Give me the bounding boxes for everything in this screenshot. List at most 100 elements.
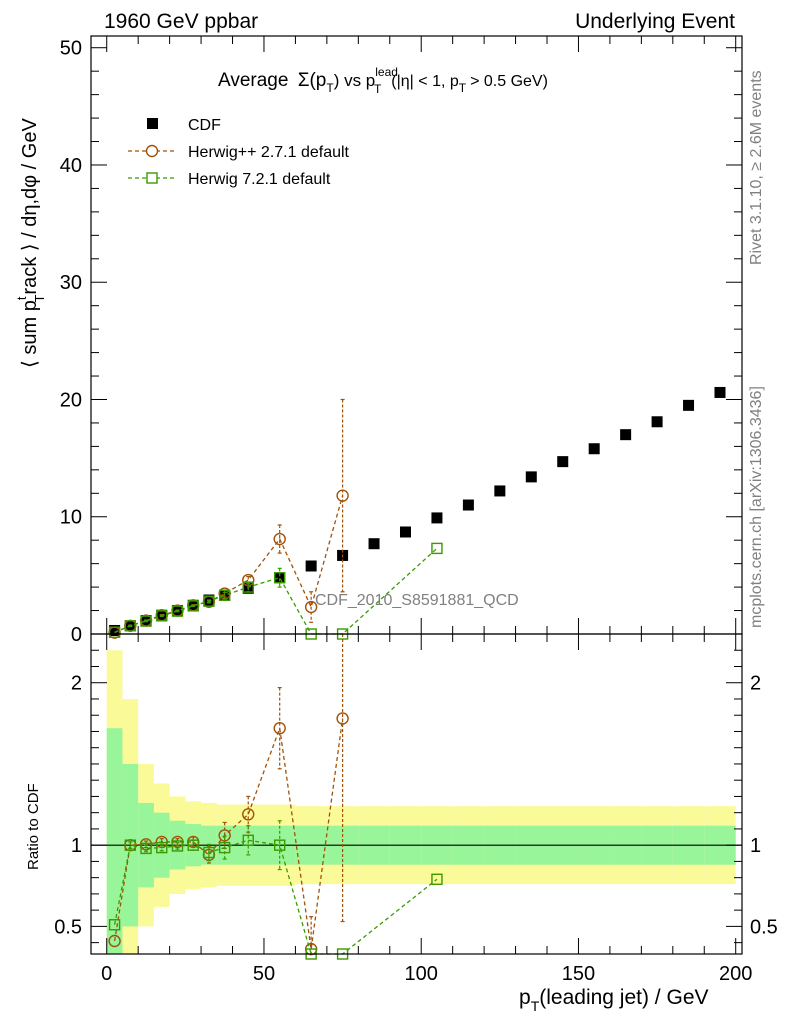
data-point (108, 919, 121, 931)
ylabel-a: ⟨ sum p (19, 300, 41, 368)
data-point (368, 538, 380, 550)
series-line (113, 839, 438, 955)
data-point (218, 841, 231, 854)
data-point (124, 620, 137, 632)
title-cuts-b: > 0.5 GeV) (470, 73, 548, 90)
x-tick-label: 0 (101, 963, 112, 985)
data-point (171, 840, 184, 852)
data-point (399, 526, 411, 538)
rivet-label: Rivet 3.1.10, ≥ 2.6M events (748, 70, 765, 265)
header-right: Underlying Event (575, 10, 735, 33)
data-point (462, 499, 474, 511)
ratio-tick-label-right: 1 (750, 835, 761, 857)
data-point (156, 610, 168, 622)
data-point (124, 839, 137, 851)
data-point (588, 443, 600, 455)
data-point (336, 712, 349, 725)
title-cuts-a: (|η| < 1, p (391, 73, 459, 90)
data-point (525, 471, 537, 483)
data-point (304, 600, 318, 614)
data-point (305, 560, 317, 572)
legend-marker (147, 118, 158, 129)
data-point (431, 542, 443, 555)
x-tick-label: 100 (405, 963, 438, 985)
ratio-tick-label-right: 2 (750, 673, 761, 695)
data-point (620, 429, 632, 441)
data-point (273, 722, 286, 735)
data-point (714, 386, 726, 398)
ratio-tick-label-right: 0.5 (750, 916, 778, 938)
data-point (557, 456, 569, 468)
axes: 0 10 20 30 40 50 0 50 100 150 200 0.5 0.5 1 1 2 2 (54, 36, 778, 985)
data-point (140, 842, 152, 855)
title-sub-t: T (326, 81, 334, 95)
ratio-ylabel: Ratio to CDF (25, 783, 42, 870)
x-tick-label: 200 (719, 963, 752, 985)
data-point (187, 839, 199, 851)
y-tick-label: 20 (60, 389, 82, 411)
band-inner (106, 728, 123, 954)
y-tick-label: 0 (71, 624, 82, 646)
ylabel-sup: t (14, 296, 29, 300)
legend-marker (146, 172, 158, 184)
data-point (218, 829, 231, 842)
title-sigma: Σ(p (298, 70, 327, 91)
ratio-bands (91, 650, 742, 954)
main-plot-area (108, 386, 726, 640)
y-tick-label: 40 (60, 155, 82, 177)
ratio-frame (90, 633, 743, 955)
data-point (431, 873, 443, 885)
legend: CDF Herwig++ 2.7.1 default Herwig 7.2.1 de… (128, 117, 350, 188)
data-point (242, 573, 255, 587)
data-point (683, 399, 695, 411)
data-point (494, 485, 506, 497)
data-point (171, 605, 184, 617)
data-point (218, 589, 231, 602)
ylabel-b: rack ⟩ / dη,dφ / GeV (19, 118, 41, 295)
x-tick-label: 150 (562, 963, 595, 985)
y-tick-label: 10 (60, 507, 82, 529)
data-point (651, 416, 663, 428)
data-point (273, 572, 286, 584)
y-tick-label: 30 (60, 272, 82, 294)
data-point (242, 834, 254, 846)
chart-title: Average Σ(pT) vs plead T (|η| < 1, pT > 0.5… (218, 65, 548, 96)
data-point (273, 532, 286, 546)
series-line (113, 718, 344, 950)
data-point (431, 512, 443, 524)
data-point (187, 600, 199, 612)
x-tick-label: 50 (253, 963, 275, 985)
xlabel: pT(leading jet) / GeV (519, 986, 709, 1014)
data-point (274, 572, 286, 584)
data-point (140, 615, 152, 627)
data-point (156, 841, 168, 854)
data-point (109, 624, 121, 636)
xlabel-b: (leading jet) / GeV (539, 986, 708, 1009)
title-vs: ) vs p (334, 71, 376, 90)
legend-label: Herwig 7.2.1 default (188, 171, 331, 188)
xlabel-a: p (519, 986, 531, 1009)
data-point (108, 934, 121, 948)
ratio-tick-label: 1 (71, 835, 82, 857)
data-point (108, 626, 121, 638)
ratio-panel (108, 633, 443, 960)
title-average: Average (218, 70, 288, 91)
data-point (242, 581, 254, 593)
data-point (273, 839, 286, 851)
y-tick-label: 50 (60, 38, 82, 60)
header-left: 1960 GeV ppbar (104, 10, 258, 33)
main-ylabel: ⟨ sum pt Track ⟩ / dη,dφ / GeV (14, 118, 47, 368)
ratio-tick-label: 2 (71, 673, 82, 695)
data-point (336, 489, 349, 502)
legend-label: CDF (188, 117, 221, 134)
data-point (203, 846, 215, 859)
legend-marker (145, 144, 159, 158)
mcplots-label: mcplots.cern.ch [arXiv:1306.3436] (748, 386, 765, 628)
ratio-tick-label: 0.5 (54, 916, 82, 938)
title-sup-lead: lead (375, 65, 398, 79)
legend-label: Herwig++ 2.7.1 default (188, 144, 350, 161)
watermark: CDF_2010_S8591881_QCD (315, 592, 519, 609)
data-point (242, 808, 255, 821)
